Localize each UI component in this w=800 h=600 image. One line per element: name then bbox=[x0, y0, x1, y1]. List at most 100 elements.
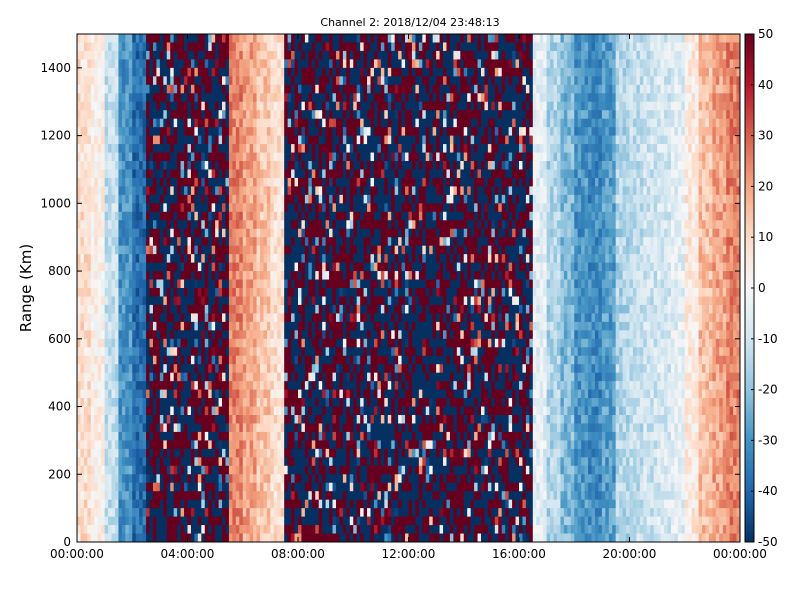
heatmap-cell bbox=[242, 194, 247, 204]
heatmap-cell bbox=[211, 288, 216, 297]
heatmap-cell bbox=[94, 440, 99, 450]
heatmap-cell bbox=[284, 288, 289, 297]
heatmap-cell bbox=[256, 406, 261, 416]
heatmap-cell bbox=[277, 423, 282, 433]
heatmap-cell bbox=[104, 67, 109, 77]
heatmap-cell bbox=[315, 296, 320, 306]
heatmap-cell bbox=[139, 499, 144, 509]
heatmap-cell bbox=[108, 279, 112, 289]
heatmap-cell bbox=[228, 516, 233, 526]
heatmap-cell bbox=[180, 381, 185, 390]
heatmap-cell bbox=[294, 50, 299, 60]
heatmap-cell bbox=[346, 152, 351, 162]
heatmap-cell bbox=[266, 211, 271, 221]
heatmap-cell bbox=[118, 34, 123, 43]
heatmap-cell bbox=[353, 101, 358, 111]
heatmap-cell bbox=[235, 474, 240, 484]
heatmap-cell bbox=[315, 321, 320, 331]
heatmap-cell bbox=[318, 67, 323, 77]
heatmap-cell bbox=[101, 110, 106, 120]
heatmap-cell bbox=[280, 508, 285, 517]
heatmap-cell bbox=[353, 415, 358, 424]
heatmap-cell bbox=[204, 228, 209, 238]
heatmap-cell bbox=[339, 296, 344, 306]
heatmap-cell bbox=[170, 304, 175, 314]
heatmap-cell bbox=[125, 228, 130, 238]
heatmap-cell bbox=[170, 254, 175, 263]
heatmap-cell bbox=[125, 482, 130, 492]
heatmap-cell bbox=[218, 42, 223, 52]
heatmap-cell bbox=[349, 177, 354, 187]
heatmap-cell bbox=[294, 228, 299, 238]
heatmap-cell bbox=[194, 237, 199, 247]
heatmap-cell bbox=[204, 135, 209, 145]
heatmap-cell bbox=[294, 67, 299, 77]
heatmap-cell bbox=[235, 194, 240, 204]
heatmap-cell bbox=[163, 508, 168, 517]
heatmap-cell bbox=[121, 34, 126, 43]
heatmap-cell bbox=[135, 355, 140, 365]
heatmap-cell bbox=[291, 271, 295, 280]
heatmap-cell bbox=[277, 288, 282, 297]
heatmap-cell bbox=[114, 288, 119, 297]
heatmap-cell bbox=[101, 203, 106, 213]
heatmap-cell bbox=[266, 398, 271, 407]
heatmap-cell bbox=[346, 381, 351, 390]
heatmap-cell bbox=[108, 406, 112, 416]
heatmap-cell bbox=[277, 330, 282, 340]
heatmap-cell bbox=[346, 50, 351, 60]
heatmap-cell bbox=[256, 313, 261, 323]
heatmap-cell bbox=[329, 84, 333, 94]
heatmap-cell bbox=[114, 67, 119, 77]
heatmap-cell bbox=[187, 50, 192, 60]
heatmap-cell bbox=[273, 194, 278, 204]
heatmap-cell bbox=[249, 203, 254, 213]
heatmap-cell bbox=[118, 296, 123, 306]
heatmap-cell bbox=[90, 440, 95, 450]
heatmap-cell bbox=[135, 271, 140, 280]
heatmap-cell bbox=[308, 127, 313, 136]
heatmap-cell bbox=[225, 415, 230, 424]
heatmap-cell bbox=[211, 152, 216, 162]
heatmap-cell bbox=[322, 59, 327, 69]
heatmap-cell bbox=[204, 355, 209, 365]
heatmap-cell bbox=[222, 220, 226, 230]
heatmap-cell bbox=[101, 533, 106, 543]
heatmap-cell bbox=[132, 50, 137, 60]
heatmap-cell bbox=[101, 330, 106, 340]
heatmap-cell bbox=[356, 245, 361, 255]
heatmap-cell bbox=[90, 431, 95, 441]
heatmap-cell bbox=[101, 525, 106, 534]
heatmap-cell bbox=[180, 211, 185, 221]
heatmap-cell bbox=[139, 186, 144, 196]
heatmap-cell bbox=[222, 245, 226, 255]
heatmap-cell bbox=[270, 296, 275, 306]
heatmap-cell bbox=[225, 474, 230, 484]
heatmap-cell bbox=[208, 177, 213, 187]
heatmap-cell bbox=[142, 330, 147, 340]
heatmap-cell bbox=[211, 177, 216, 187]
heatmap-cell bbox=[256, 491, 261, 501]
heatmap-cell bbox=[339, 482, 344, 492]
heatmap-cell bbox=[94, 330, 99, 340]
heatmap-cell bbox=[139, 161, 144, 170]
heatmap-cell bbox=[142, 76, 147, 86]
heatmap-cell bbox=[270, 491, 275, 501]
heatmap-cell bbox=[332, 84, 337, 94]
heatmap-cell bbox=[87, 508, 92, 517]
heatmap-cell bbox=[201, 431, 206, 441]
heatmap-cell bbox=[80, 84, 85, 94]
heatmap-cell bbox=[180, 508, 185, 517]
heatmap-cell bbox=[291, 296, 295, 306]
heatmap-cell bbox=[184, 465, 188, 475]
heatmap-cell bbox=[125, 220, 130, 230]
heatmap-cell bbox=[149, 465, 154, 475]
heatmap-cell bbox=[77, 313, 81, 323]
heatmap-cell bbox=[173, 296, 178, 306]
heatmap-cell bbox=[121, 440, 126, 450]
heatmap-cell bbox=[180, 271, 185, 280]
heatmap-cell bbox=[249, 254, 254, 263]
heatmap-cell bbox=[239, 271, 244, 280]
heatmap-cell bbox=[180, 491, 185, 501]
heatmap-cell bbox=[308, 84, 313, 94]
